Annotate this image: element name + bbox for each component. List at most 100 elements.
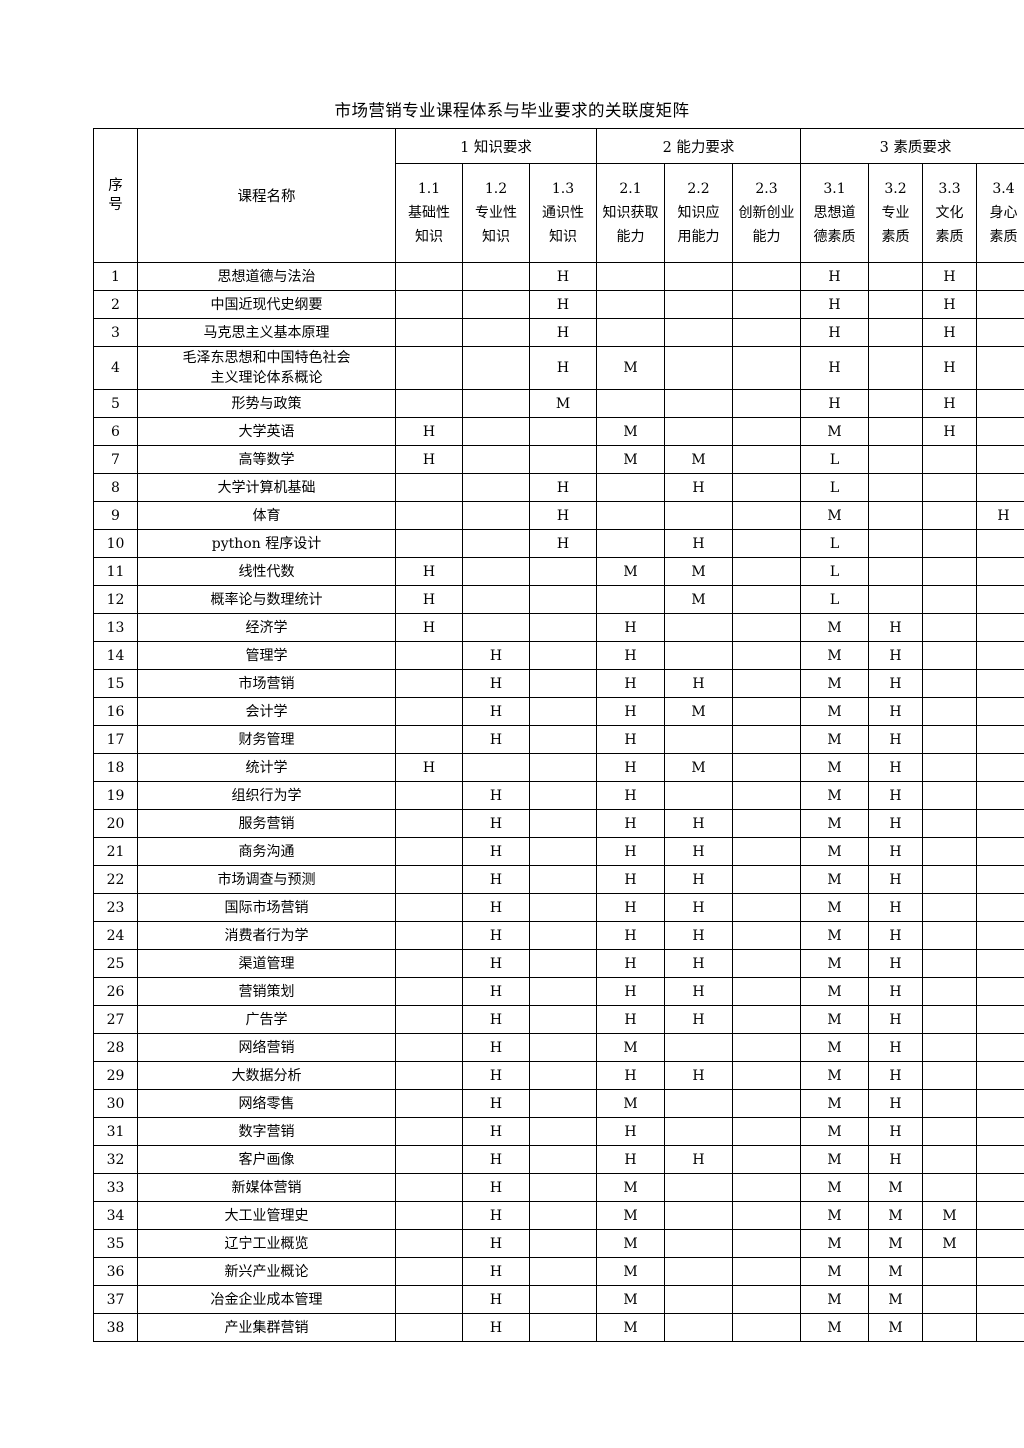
row-index: 2 bbox=[93, 290, 138, 319]
header-sub-3-3-line1: 文化 bbox=[935, 205, 964, 221]
course-name: 体育 bbox=[137, 501, 396, 530]
matrix-cell-3-3 bbox=[922, 837, 977, 866]
matrix-cell-1-3: H bbox=[529, 318, 597, 347]
matrix-cell-1-3 bbox=[529, 921, 597, 950]
matrix-cell-1-3 bbox=[529, 1117, 597, 1146]
matrix-cell-3-1: M bbox=[800, 697, 869, 726]
table-row: 10 python 程序设计 H H L bbox=[93, 529, 1024, 558]
matrix-cell-2-2 bbox=[664, 641, 733, 670]
matrix-cell-3-1: M bbox=[800, 1201, 869, 1230]
row-index: 30 bbox=[93, 1089, 138, 1118]
course-name: 数字营销 bbox=[137, 1117, 396, 1146]
matrix-cell-2-2: M bbox=[664, 753, 733, 782]
matrix-cell-1-1: H bbox=[395, 417, 463, 446]
matrix-cell-1-3 bbox=[529, 417, 597, 446]
header-sub-2-1-num: 2.1 bbox=[619, 181, 642, 197]
matrix-cell-3-3: H bbox=[922, 417, 977, 446]
matrix-cell-3-2 bbox=[868, 389, 923, 418]
course-name: 统计学 bbox=[137, 753, 396, 782]
matrix-cell-3-4 bbox=[975, 262, 1024, 291]
matrix-cell-3-4 bbox=[975, 641, 1024, 670]
table-row: 31 数字营销 H H M H bbox=[93, 1117, 1024, 1146]
matrix-cell-3-1: M bbox=[800, 893, 869, 922]
matrix-cell-3-4 bbox=[975, 921, 1024, 950]
header-index-line2: 号 bbox=[108, 196, 123, 213]
matrix-cell-1-2: H bbox=[462, 893, 530, 922]
matrix-cell-1-2: H bbox=[462, 1229, 530, 1258]
header-sub-1-3-line1: 通识性 bbox=[542, 205, 584, 221]
row-index: 8 bbox=[93, 473, 138, 502]
matrix-cell-3-1: M bbox=[800, 417, 869, 446]
matrix-cell-1-1: H bbox=[395, 753, 463, 782]
header-sub-2-2-line1: 知识应 bbox=[677, 205, 720, 221]
matrix-cell-2-3 bbox=[732, 725, 801, 754]
page-title: 市场营销专业课程体系与毕业要求的关联度矩阵 bbox=[334, 101, 690, 120]
course-name: 经济学 bbox=[137, 613, 396, 642]
course-name: 大学计算机基础 bbox=[137, 473, 396, 502]
matrix-cell-2-3 bbox=[732, 290, 801, 319]
course-name: 冶金企业成本管理 bbox=[137, 1285, 396, 1314]
matrix-cell-3-1: M bbox=[800, 613, 869, 642]
matrix-cell-2-1: H bbox=[596, 893, 665, 922]
matrix-cell-2-2 bbox=[664, 1089, 733, 1118]
matrix-cell-1-3: H bbox=[529, 473, 597, 502]
matrix-cell-2-3 bbox=[732, 837, 801, 866]
matrix-cell-2-3 bbox=[732, 1089, 801, 1118]
matrix-cell-3-2: M bbox=[868, 1201, 923, 1230]
matrix-cell-3-2: H bbox=[868, 893, 923, 922]
matrix-cell-1-3 bbox=[529, 1229, 597, 1258]
row-index: 31 bbox=[93, 1117, 138, 1146]
matrix-cell-3-2: H bbox=[868, 949, 923, 978]
matrix-cell-2-1: M bbox=[596, 346, 665, 390]
matrix-cell-3-2: H bbox=[868, 781, 923, 810]
header-sub-2-2: 2.2 知识应 用能力 bbox=[664, 163, 733, 263]
course-name: 会计学 bbox=[137, 697, 396, 726]
table-row: 27 广告学 H H H M H bbox=[93, 1005, 1024, 1034]
course-name: 概率论与数理统计 bbox=[137, 585, 396, 614]
row-index: 10 bbox=[93, 529, 138, 558]
header-sub-1-3-line2: 知识 bbox=[549, 229, 577, 245]
matrix-cell-1-3 bbox=[529, 1285, 597, 1314]
matrix-cell-2-3 bbox=[732, 1005, 801, 1034]
matrix-cell-3-1: M bbox=[800, 1089, 869, 1118]
matrix-cell-3-4 bbox=[975, 697, 1024, 726]
matrix-cell-2-1: H bbox=[596, 669, 665, 698]
table-row: 28 网络营销 H M M H bbox=[93, 1033, 1024, 1062]
matrix-cell-1-1 bbox=[395, 473, 463, 502]
matrix-cell-3-2 bbox=[868, 346, 923, 390]
matrix-cell-2-3 bbox=[732, 921, 801, 950]
matrix-cell-1-3: H bbox=[529, 262, 597, 291]
course-name: 管理学 bbox=[137, 641, 396, 670]
course-name: 中国近现代史纲要 bbox=[137, 290, 396, 319]
matrix-cell-3-2: H bbox=[868, 1033, 923, 1062]
header-sub-1-2-line2: 知识 bbox=[482, 229, 510, 245]
course-name: 商务沟通 bbox=[137, 837, 396, 866]
matrix-cell-3-3 bbox=[922, 809, 977, 838]
matrix-cell-2-3 bbox=[732, 1173, 801, 1202]
matrix-cell-3-3 bbox=[922, 1313, 977, 1342]
matrix-cell-2-2 bbox=[664, 1201, 733, 1230]
matrix-cell-2-2 bbox=[664, 1117, 733, 1146]
matrix-cell-2-1: M bbox=[596, 417, 665, 446]
matrix-cell-1-2: H bbox=[462, 1089, 530, 1118]
matrix-cell-3-1: M bbox=[800, 865, 869, 894]
matrix-cell-2-2 bbox=[664, 1313, 733, 1342]
matrix-cell-2-1: H bbox=[596, 1061, 665, 1090]
matrix-cell-3-3 bbox=[922, 501, 977, 530]
table-row: 5 形势与政策 M H H bbox=[93, 389, 1024, 418]
matrix-cell-1-2: H bbox=[462, 865, 530, 894]
matrix-cell-2-2 bbox=[664, 1285, 733, 1314]
matrix-cell-1-3 bbox=[529, 893, 597, 922]
matrix-cell-1-1 bbox=[395, 837, 463, 866]
matrix-cell-2-2: M bbox=[664, 557, 733, 586]
matrix-cell-3-4 bbox=[975, 1313, 1024, 1342]
matrix-cell-3-1: M bbox=[800, 1033, 869, 1062]
matrix-cell-3-1: H bbox=[800, 389, 869, 418]
matrix-cell-2-2 bbox=[664, 781, 733, 810]
matrix-cell-3-2: H bbox=[868, 669, 923, 698]
matrix-cell-1-3 bbox=[529, 949, 597, 978]
matrix-cell-2-3 bbox=[732, 949, 801, 978]
matrix-cell-2-3 bbox=[732, 641, 801, 670]
course-name: 产业集群营销 bbox=[137, 1313, 396, 1342]
matrix-cell-2-1: H bbox=[596, 1005, 665, 1034]
